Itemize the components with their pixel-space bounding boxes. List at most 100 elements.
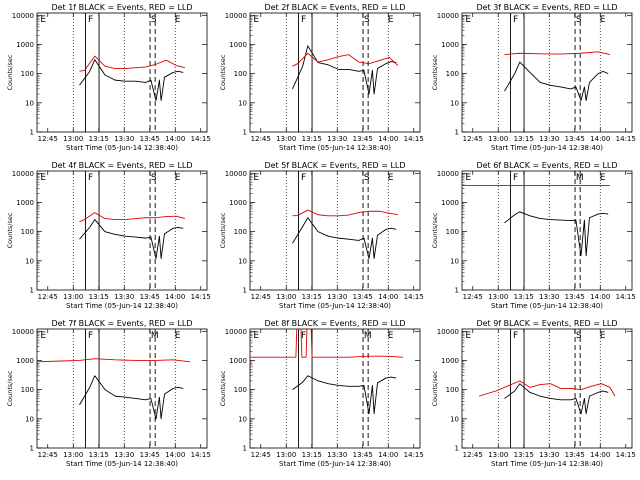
series-line-black [79,375,184,420]
chart-title: Det 9f BLACK = Events, RED = LLD [476,319,617,328]
y-tick-label: 1 [243,445,247,453]
x-tick-label: 13:45 [140,451,160,459]
y-tick-label: 1 [30,287,34,295]
x-tick-label: 13:45 [353,451,373,459]
series-line-red [292,52,399,67]
series-line-red [250,329,404,358]
x-tick-label: 14:00 [165,451,185,459]
y-tick-label: 1000 [441,357,459,365]
chart-panel-7: Det 7f BLACK = Events, RED = LLD E F M E 12:4… [6,319,211,468]
attenuator-flag: F [513,173,518,183]
attenuator-flag: E [253,173,259,183]
attenuator-flag: F [301,331,306,341]
x-axis-label: Start Time (05-Jun-14 12:38:40) [491,460,603,468]
x-tick-label: 13:15 [514,293,534,301]
attenuator-flag: F [88,15,93,25]
x-tick-label: 13:15 [302,293,322,301]
y-tick-label: 10 [25,99,34,107]
y-tick-label: 1000 [441,41,459,49]
attenuator-flag: E [175,173,181,183]
y-axis-label: Counts/sec [431,212,439,248]
y-tick-label: 100 [21,228,34,236]
y-tick-label: 1 [243,287,247,295]
chart-panel-4: Det 4f BLACK = Events, RED = LLD E F S E 12:4… [6,161,211,310]
y-tick-label: 10 [238,415,247,423]
x-tick-label: 13:45 [565,293,585,301]
attenuator-flag: E [465,173,471,183]
y-tick-label: 100 [21,70,34,78]
plot-frame [249,12,421,133]
x-tick-label: 12:45 [251,135,271,143]
y-tick-label: 100 [234,386,247,394]
plot-frame [36,170,208,291]
series-line-black [292,217,397,259]
attenuator-flag: E [600,331,606,341]
y-tick-label: 100 [446,228,459,236]
plot-frame [249,328,421,449]
chart-title: Det 4f BLACK = Events, RED = LLD [51,161,192,170]
x-tick-label: 14:00 [165,293,185,301]
x-tick-label: 12:45 [251,451,271,459]
y-tick-label: 1000 [441,199,459,207]
x-tick-label: 12:45 [463,293,483,301]
x-axis-label: Start Time (05-Jun-14 12:38:40) [66,144,178,152]
chart-panel-8: Det 8f BLACK = Events, RED = LLD E F M E 12:4… [219,319,424,468]
attenuator-flag: E [465,15,471,25]
x-tick-label: 14:00 [590,135,610,143]
plot-frame [249,170,421,291]
x-tick-label: 14:00 [378,135,398,143]
x-tick-label: 13:30 [114,135,134,143]
y-axis-label: Counts/sec [219,370,227,406]
y-tick-label: 10 [25,257,34,265]
attenuator-flag: F [513,331,518,341]
y-tick-label: 1000 [16,199,34,207]
x-tick-label: 13:00 [276,451,296,459]
x-tick-label: 13:30 [327,135,347,143]
y-tick-label: 10000 [437,12,459,20]
chart-title: Det 6f BLACK = Events, RED = LLD [476,161,617,170]
attenuator-flag: E [253,15,259,25]
y-tick-label: 10000 [12,328,34,336]
x-tick-label: 13:30 [539,293,559,301]
y-tick-label: 100 [446,70,459,78]
series-line-black [292,375,397,415]
series-line-black [79,219,184,259]
x-tick-label: 13:15 [514,451,534,459]
chart-panel-1: Det 1f BLACK = Events, RED = LLD E F S E 12:4… [6,3,211,152]
y-axis-label: Counts/sec [219,54,227,90]
series-line-black [504,61,609,101]
chart-title: Det 3f BLACK = Events, RED = LLD [476,3,617,12]
x-tick-label: 12:45 [251,293,271,301]
x-axis-label: Start Time (05-Jun-14 12:38:40) [279,144,391,152]
x-tick-label: 13:15 [89,135,109,143]
chart-panel-6: Det 6f BLACK = Events, RED = LLD E F M E 12:4… [431,161,636,310]
chart-title: Det 1f BLACK = Events, RED = LLD [51,3,192,12]
x-tick-label: 13:00 [488,293,508,301]
series-line-black [79,59,184,101]
x-tick-label: 14:15 [616,135,636,143]
chart-title: Det 2f BLACK = Events, RED = LLD [264,3,405,12]
x-tick-label: 14:00 [378,451,398,459]
series-line-red [37,358,191,363]
y-tick-label: 10000 [225,12,247,20]
x-tick-label: 13:30 [114,451,134,459]
x-tick-label: 13:30 [539,135,559,143]
plot-frame [461,170,633,291]
x-tick-label: 14:00 [165,135,185,143]
x-axis-label: Start Time (05-Jun-14 12:38:40) [279,460,391,468]
x-tick-label: 13:00 [63,135,83,143]
y-tick-label: 100 [446,386,459,394]
attenuator-flag: S [151,15,157,25]
attenuator-flag: E [600,15,606,25]
series-line-black [504,383,609,415]
attenuator-flag: S [364,173,370,183]
x-tick-label: 13:15 [302,135,322,143]
y-tick-label: 10000 [225,170,247,178]
attenuator-flag: F [88,331,93,341]
x-tick-label: 13:00 [276,135,296,143]
attenuator-flag: E [388,331,394,341]
attenuator-flag: M [576,173,584,183]
attenuator-flag: E [388,15,394,25]
attenuator-flag: S [576,331,582,341]
x-tick-label: 12:45 [38,293,58,301]
